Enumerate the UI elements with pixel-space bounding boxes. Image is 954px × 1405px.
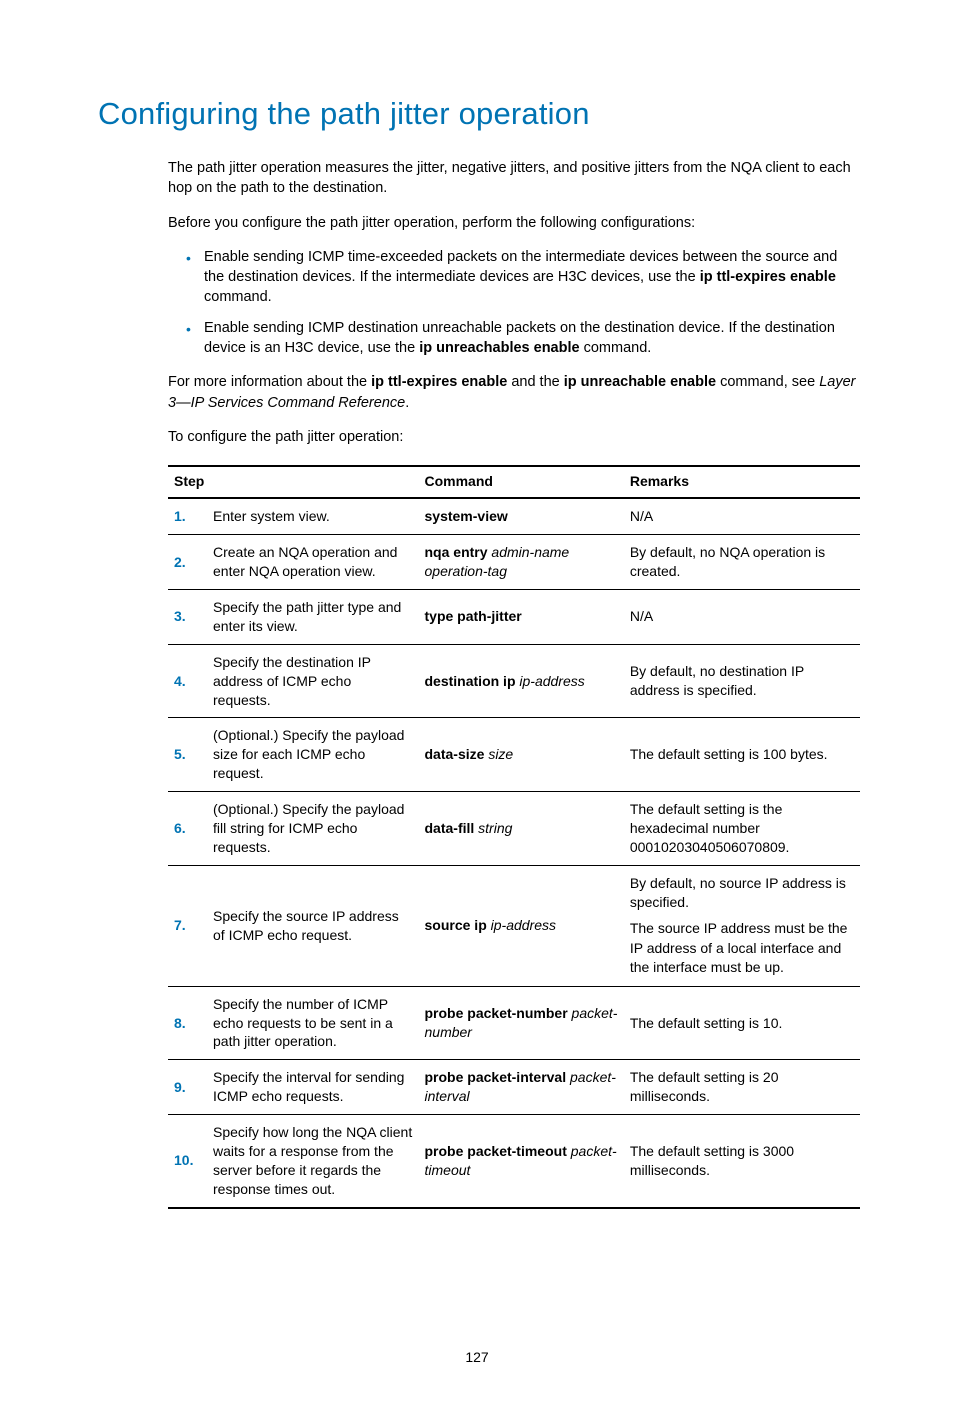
step-number: 5. [168,718,207,792]
config-table: Step Command Remarks 1. Enter system vie… [168,465,860,1208]
step-command: probe packet-timeout packet-timeout [419,1115,624,1208]
step-remarks: The default setting is 20 milliseconds. [624,1060,860,1115]
list-item: Enable sending ICMP time-exceeded packet… [204,247,856,308]
th-remarks: Remarks [624,466,860,498]
table-row: 9. Specify the interval for sending ICMP… [168,1060,860,1115]
step-number: 3. [168,589,207,644]
step-number: 4. [168,644,207,718]
cmd-bold: nqa entry [425,544,492,560]
table-row: 8. Specify the number of ICMP echo reque… [168,986,860,1060]
r7-rem2: The source IP address must be the IP add… [630,919,854,978]
intro-bullet-list: Enable sending ICMP time-exceeded packet… [168,247,856,358]
table-row: 6. (Optional.) Specify the payload fill … [168,792,860,866]
intro-p1: The path jitter operation measures the j… [168,158,856,199]
cmd-bold: destination ip [425,673,520,689]
cmd-bold: type path-jitter [425,608,522,624]
step-desc: (Optional.) Specify the payload fill str… [207,792,419,866]
step-remarks: N/A [624,589,860,644]
step-command: probe packet-number packet-number [419,986,624,1060]
cmd-bold: source ip [425,917,491,933]
document-page: Configuring the path jitter operation Th… [0,0,954,1405]
step-number: 9. [168,1060,207,1115]
p3-a: For more information about the [168,374,371,390]
step-remarks: By default, no source IP address is spec… [624,865,860,986]
table-header-row: Step Command Remarks [168,466,860,498]
cmd-bold: probe packet-timeout [425,1143,571,1159]
li1-bold: ip ttl-expires enable [700,269,836,285]
p3-b: and the [507,374,563,390]
section-heading: Configuring the path jitter operation [98,96,856,132]
step-desc: Specify the number of ICMP echo requests… [207,986,419,1060]
step-command: system-view [419,498,624,534]
step-command: data-fill string [419,792,624,866]
r7-rem1: By default, no source IP address is spec… [630,874,854,913]
body-text-block: The path jitter operation measures the j… [168,158,856,1209]
cmd-bold: probe packet-number [425,1005,572,1021]
table-row: 1. Enter system view. system-view N/A [168,498,860,534]
table-row: 3. Specify the path jitter type and ente… [168,589,860,644]
step-command: source ip ip-address [419,865,624,986]
p3-bold1: ip ttl-expires enable [371,374,507,390]
cmd-bold: system-view [425,508,508,524]
intro-p2: Before you configure the path jitter ope… [168,213,856,233]
p3-d: . [405,395,409,411]
intro-p3: For more information about the ip ttl-ex… [168,372,856,413]
step-desc: Create an NQA operation and enter NQA op… [207,535,419,590]
step-desc: Specify the path jitter type and enter i… [207,589,419,644]
list-item: Enable sending ICMP destination unreacha… [204,318,856,359]
intro-p4: To configure the path jitter operation: [168,427,856,447]
step-number: 2. [168,535,207,590]
cmd-bold: probe packet-interval [425,1069,571,1085]
li2-bold: ip unreachables enable [419,340,579,356]
step-desc: Specify the interval for sending ICMP ec… [207,1060,419,1115]
step-remarks: The default setting is 100 bytes. [624,718,860,792]
cmd-bold: data-size [425,746,489,762]
step-remarks: The default setting is 10. [624,986,860,1060]
step-number: 6. [168,792,207,866]
p3-c: command, see [716,374,819,390]
table-row: 10. Specify how long the NQA client wait… [168,1115,860,1208]
step-number: 8. [168,986,207,1060]
cmd-italic: string [478,820,512,836]
table-row: 7. Specify the source IP address of ICMP… [168,865,860,986]
page-number: 127 [98,1349,856,1365]
th-command: Command [419,466,624,498]
step-command: probe packet-interval packet-interval [419,1060,624,1115]
step-desc: Specify the source IP address of ICMP ec… [207,865,419,986]
step-desc: (Optional.) Specify the payload size for… [207,718,419,792]
step-remarks: By default, no NQA operation is created. [624,535,860,590]
step-number: 1. [168,498,207,534]
cmd-italic: ip-address [519,673,584,689]
step-number: 7. [168,865,207,986]
step-command: destination ip ip-address [419,644,624,718]
table-row: 2. Create an NQA operation and enter NQA… [168,535,860,590]
step-desc: Specify the destination IP address of IC… [207,644,419,718]
th-step: Step [168,466,419,498]
step-number: 10. [168,1115,207,1208]
table-row: 4. Specify the destination IP address of… [168,644,860,718]
cmd-bold: data-fill [425,820,479,836]
cmd-italic: size [488,746,513,762]
step-remarks: N/A [624,498,860,534]
table-row: 5. (Optional.) Specify the payload size … [168,718,860,792]
step-command: type path-jitter [419,589,624,644]
step-desc: Enter system view. [207,498,419,534]
step-desc: Specify how long the NQA client waits fo… [207,1115,419,1208]
p3-bold2: ip unreachable enable [564,374,716,390]
step-remarks: The default setting is 3000 milliseconds… [624,1115,860,1208]
li2-text-b: command. [580,340,652,356]
cmd-italic: ip-address [491,917,556,933]
step-remarks: The default setting is the hexadecimal n… [624,792,860,866]
li1-text-b: command. [204,289,272,305]
step-command: nqa entry admin-name operation-tag [419,535,624,590]
step-command: data-size size [419,718,624,792]
step-remarks: By default, no destination IP address is… [624,644,860,718]
